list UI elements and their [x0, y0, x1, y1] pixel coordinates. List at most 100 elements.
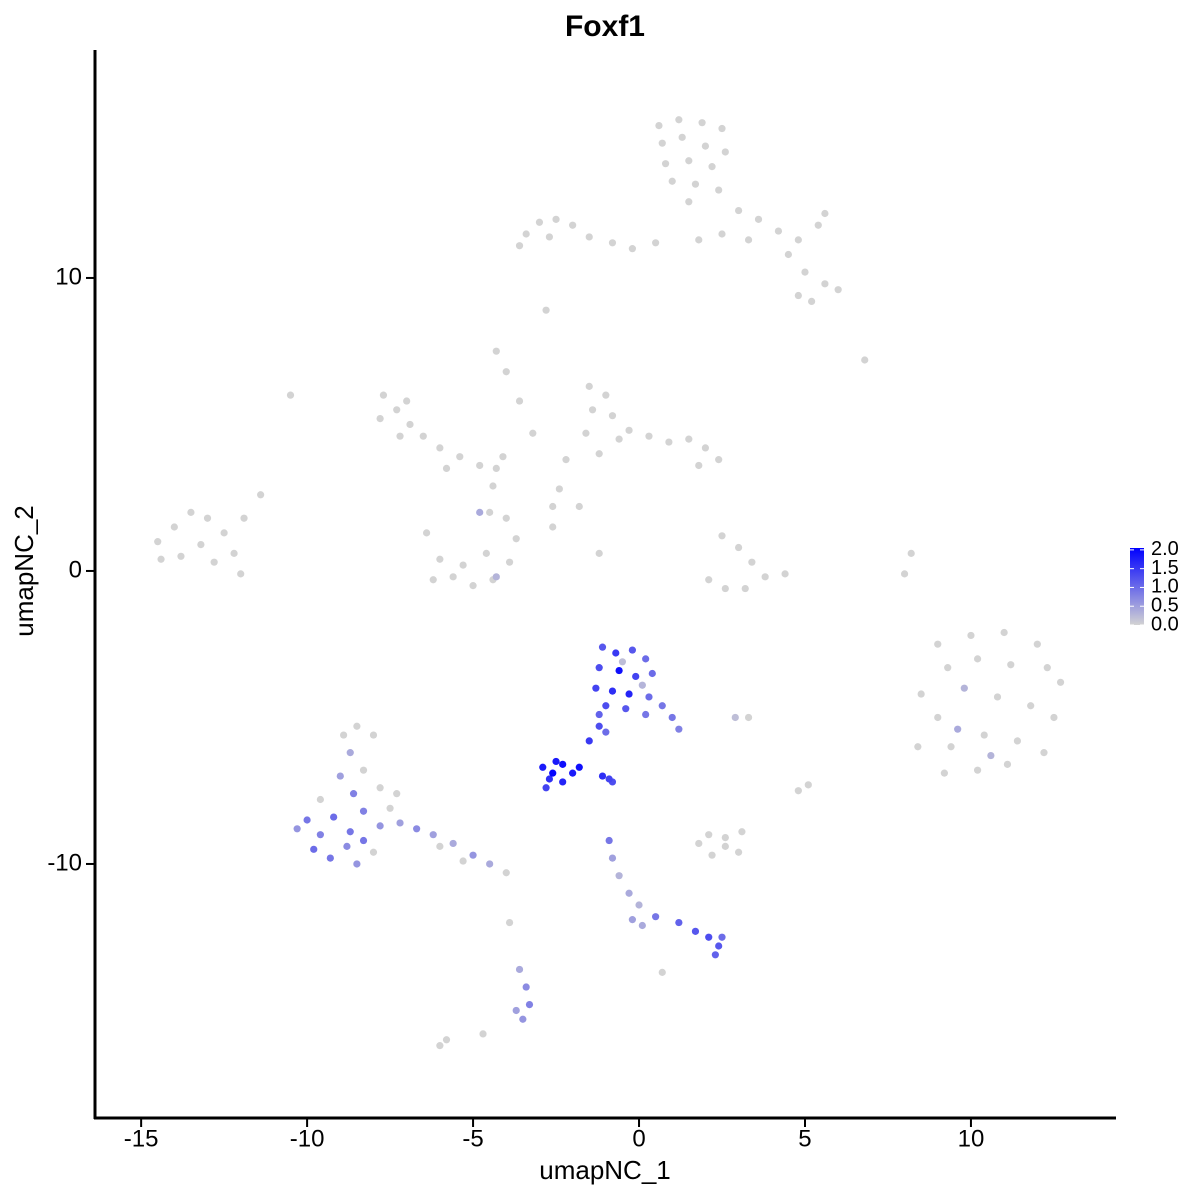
point	[369, 731, 378, 739]
point	[353, 722, 361, 730]
point	[336, 772, 344, 780]
point	[774, 227, 783, 235]
point	[615, 435, 623, 443]
point	[230, 549, 238, 557]
y-tick-label: -10	[47, 849, 82, 876]
point	[569, 769, 577, 777]
point	[814, 221, 822, 229]
point	[330, 813, 338, 821]
point	[376, 414, 384, 423]
point	[396, 432, 404, 440]
point	[585, 233, 593, 241]
point	[735, 848, 743, 856]
point	[648, 669, 656, 678]
point	[715, 942, 723, 950]
point	[721, 584, 729, 593]
point	[721, 842, 729, 850]
point	[718, 532, 726, 540]
point	[622, 705, 630, 713]
point	[691, 180, 700, 188]
point	[1013, 737, 1022, 745]
point	[187, 508, 195, 516]
point	[608, 239, 617, 247]
point	[934, 713, 942, 722]
point	[376, 784, 384, 792]
colorbar-tick-label: 1.5	[1151, 557, 1179, 579]
point	[801, 268, 809, 276]
point	[605, 836, 613, 845]
point	[675, 116, 683, 124]
point	[781, 570, 789, 578]
point	[695, 461, 703, 470]
point	[595, 664, 603, 672]
point	[359, 836, 368, 845]
point	[393, 790, 401, 798]
point	[655, 121, 663, 130]
point	[595, 710, 603, 719]
point	[529, 429, 537, 437]
point	[695, 236, 703, 244]
point	[625, 690, 633, 698]
point	[595, 549, 603, 557]
point	[608, 412, 617, 420]
point	[519, 1015, 527, 1023]
point	[542, 784, 550, 792]
point	[552, 757, 560, 766]
point	[515, 242, 524, 250]
point	[615, 666, 623, 675]
point	[595, 722, 603, 730]
point	[658, 968, 666, 976]
point	[559, 778, 567, 786]
point	[170, 523, 178, 531]
point	[419, 432, 427, 440]
point	[907, 549, 915, 557]
point	[479, 1030, 487, 1038]
point	[821, 209, 829, 218]
point	[987, 751, 995, 760]
point	[469, 851, 477, 859]
point	[1003, 760, 1012, 768]
point	[608, 687, 617, 695]
point	[535, 218, 544, 226]
point	[549, 502, 557, 511]
point	[1040, 749, 1048, 757]
point	[602, 728, 610, 736]
point	[492, 464, 500, 473]
point	[638, 921, 646, 930]
point	[705, 576, 713, 584]
point	[708, 851, 716, 859]
point	[492, 347, 500, 355]
point	[628, 245, 636, 253]
point	[422, 529, 431, 537]
point	[359, 807, 368, 815]
point	[413, 825, 421, 833]
point	[685, 157, 693, 165]
point	[436, 555, 444, 563]
point	[691, 927, 700, 935]
point	[220, 529, 228, 537]
point	[794, 291, 802, 300]
point	[436, 1042, 444, 1050]
point	[459, 857, 467, 865]
point	[1033, 640, 1041, 648]
point	[934, 640, 942, 648]
point	[562, 456, 570, 464]
point	[598, 772, 607, 780]
point	[369, 848, 378, 856]
point	[303, 816, 311, 824]
point	[744, 713, 753, 722]
point	[665, 438, 673, 446]
point	[628, 646, 636, 654]
colorbar-tick-label: 1.0	[1151, 576, 1179, 598]
point	[406, 420, 414, 429]
point	[343, 842, 351, 850]
point	[555, 485, 563, 493]
point	[459, 561, 467, 569]
point	[545, 233, 554, 241]
point	[625, 426, 633, 434]
point	[177, 552, 185, 560]
point	[615, 872, 623, 880]
point	[486, 508, 494, 516]
point	[575, 763, 583, 771]
point	[754, 215, 763, 223]
